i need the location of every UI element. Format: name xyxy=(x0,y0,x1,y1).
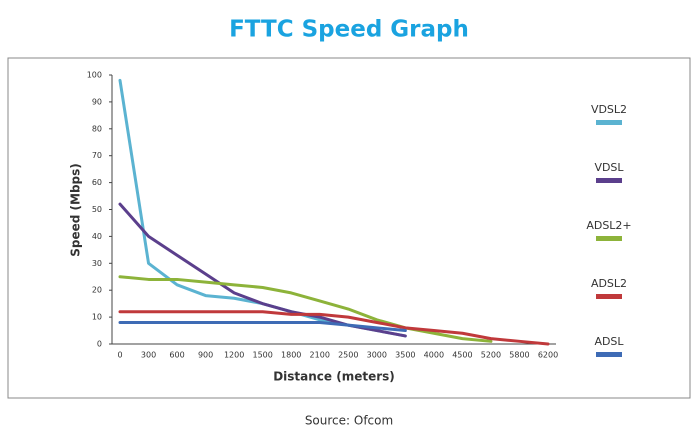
x-tick-label: 3000 xyxy=(367,351,387,360)
y-tick-label: 20 xyxy=(92,286,102,295)
x-tick-label: 1800 xyxy=(281,351,301,360)
source-note: Source: Ofcom xyxy=(305,414,393,428)
y-tick-label: 70 xyxy=(92,151,102,160)
series-line xyxy=(118,78,407,338)
x-tick-label: 2500 xyxy=(338,351,358,360)
legend-swatch xyxy=(596,178,622,183)
y-tick-label: 60 xyxy=(92,178,102,187)
y-tick-label: 100 xyxy=(87,71,102,80)
series-line xyxy=(118,320,407,333)
y-tick-label: 80 xyxy=(92,124,102,133)
legend-swatch xyxy=(596,294,622,299)
y-tick-label: 90 xyxy=(92,97,102,106)
legend-label: ADSL2 xyxy=(591,277,627,290)
x-tick-label: 5200 xyxy=(481,351,501,360)
series-line xyxy=(118,202,407,338)
legend-swatch xyxy=(596,236,622,241)
x-tick-label: 1500 xyxy=(252,351,272,360)
y-tick-label: 50 xyxy=(92,205,102,214)
legend-label: ADSL xyxy=(594,335,624,348)
x-tick-label: 300 xyxy=(141,351,156,360)
chart-title: FTTC Speed Graph xyxy=(229,17,469,43)
series-line xyxy=(118,275,493,343)
x-tick-label: 4000 xyxy=(424,351,444,360)
x-tick-label: 4500 xyxy=(452,351,472,360)
x-tick-label: 600 xyxy=(169,351,184,360)
x-tick-label: 1200 xyxy=(224,351,244,360)
legend-label: VDSL xyxy=(594,161,624,174)
x-tick-label: 2100 xyxy=(310,351,330,360)
y-tick-label: 40 xyxy=(92,232,102,241)
x-tick-label: 0 xyxy=(117,351,122,360)
x-tick-label: 6200 xyxy=(538,351,558,360)
x-tick-label: 5800 xyxy=(509,351,529,360)
y-tick-label: 0 xyxy=(97,340,102,349)
legend-swatch xyxy=(596,120,622,125)
series-line xyxy=(118,310,550,346)
x-axis-label: Distance (meters) xyxy=(273,370,395,384)
y-tick-label: 10 xyxy=(92,313,102,322)
x-tick-label: 3500 xyxy=(395,351,415,360)
legend-label: VDSL2 xyxy=(591,103,627,116)
y-axis-label: Speed (Mbps) xyxy=(69,163,83,257)
y-tick-label: 30 xyxy=(92,259,102,268)
legend-label: ADSL2+ xyxy=(586,219,631,232)
chart-frame xyxy=(7,57,691,399)
legend-swatch xyxy=(596,352,622,357)
x-tick-label: 900 xyxy=(198,351,213,360)
